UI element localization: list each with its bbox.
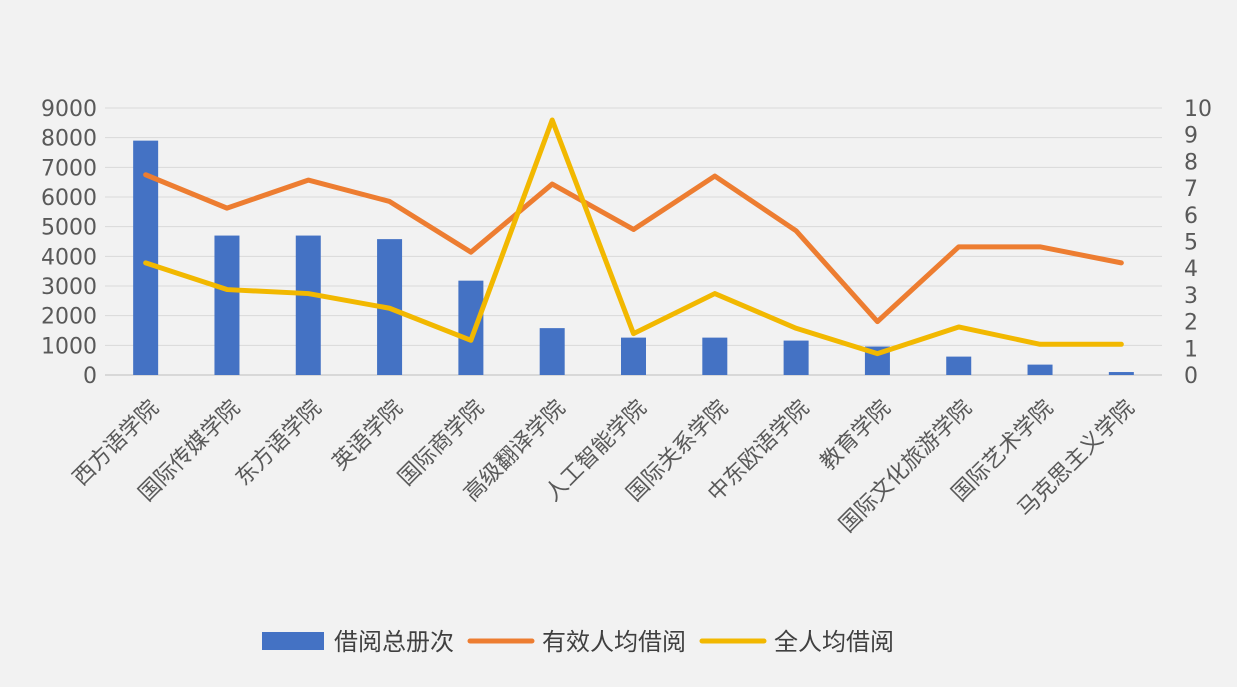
x-category-label: 东方语学院	[231, 396, 326, 491]
y-right-tick-label: 8	[1184, 150, 1198, 175]
bar	[1027, 364, 1053, 375]
y-right-tick-label: 10	[1184, 97, 1212, 122]
y-left-tick-label: 2000	[41, 305, 97, 330]
y-left-tick-label: 4000	[41, 245, 97, 270]
bar	[295, 235, 321, 375]
y-left-tick-label: 7000	[41, 156, 97, 181]
bar	[458, 280, 484, 375]
y-right-tick-label: 9	[1184, 124, 1198, 149]
bar	[783, 340, 809, 375]
y-right-tick-label: 2	[1184, 311, 1198, 336]
y-left-tick-label: 1000	[41, 334, 97, 359]
y-right-tick-label: 3	[1184, 284, 1198, 309]
y-right-tick-label: 6	[1184, 204, 1198, 229]
y-right-tick-label: 4	[1184, 257, 1198, 282]
legend-label: 有效人均借阅	[542, 628, 686, 656]
y-left-tick-label: 6000	[41, 186, 97, 211]
legend-label: 借阅总册次	[334, 628, 454, 656]
y-left-tick-label: 5000	[41, 216, 97, 241]
y-right-tick-label: 0	[1184, 364, 1198, 389]
y-axis-left: 0 1000 2000 3000 4000 5000 6000 7000 8000 9000	[41, 97, 97, 389]
y-left-tick-label: 0	[83, 364, 97, 389]
x-category-label: 英语学院	[328, 396, 408, 476]
line-series	[143, 117, 1124, 357]
bar	[621, 337, 646, 375]
bar	[702, 337, 728, 375]
y-right-tick-label: 5	[1184, 231, 1198, 256]
legend-swatch	[262, 632, 324, 650]
y-left-tick-label: 9000	[41, 97, 97, 122]
y-right-tick-label: 7	[1184, 177, 1198, 202]
y-right-tick-label: 1	[1184, 337, 1198, 362]
bar	[214, 235, 240, 375]
x-category-label: 教育学院	[816, 396, 896, 476]
bar	[539, 328, 565, 375]
bar-series	[133, 140, 1134, 375]
series-line	[143, 172, 1124, 325]
legend-label: 全人均借阅	[774, 628, 894, 656]
y-left-tick-label: 3000	[41, 275, 97, 300]
y-left-tick-label: 8000	[41, 127, 97, 152]
legend: 借阅总册次 有效人均借阅 全人均借阅	[262, 628, 894, 656]
bar	[946, 356, 972, 375]
bar	[1108, 372, 1134, 375]
series-line	[143, 117, 1124, 357]
